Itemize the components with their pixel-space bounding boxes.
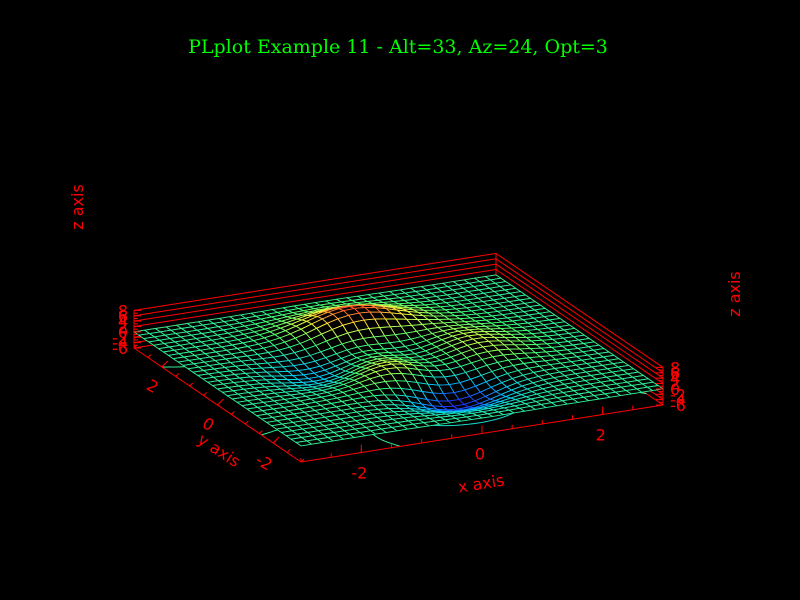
y-minor-tick: [231, 411, 235, 415]
z-tick-label-right: 0: [670, 380, 680, 399]
x-tick-label: 2: [596, 426, 606, 445]
x-tick-label: 0: [475, 445, 485, 464]
y-minor-tick: [217, 401, 221, 406]
z-axis-label-right: z axis: [725, 271, 744, 317]
z-tick-label-right: 2: [670, 375, 680, 394]
y-minor-tick: [175, 373, 180, 377]
z-tick-label-right: 4: [670, 369, 680, 388]
z-tick-label-left: -4: [112, 334, 128, 353]
z-tick-label-left: 0: [118, 323, 128, 342]
z-tick-label-left: -6: [112, 339, 128, 358]
y-minor-tick: [258, 430, 263, 434]
x-tick-label: -2: [351, 464, 367, 483]
y-minor-tick: [147, 354, 152, 358]
side-wall-gridline: [495, 252, 664, 368]
z-tick-label-right: 6: [670, 364, 680, 383]
y-minor-tick: [300, 458, 305, 463]
back-wall-gridline: [133, 258, 497, 317]
z-tick-label-right: -6: [670, 396, 686, 415]
z-tick-label-left: 8: [118, 301, 128, 320]
z-tick-label-left: 2: [118, 318, 128, 337]
z-tick-label-left: -2: [112, 328, 128, 347]
back-wall-gridline: [133, 263, 497, 322]
y-minor-tick: [203, 392, 207, 396]
surface-mesh: [133, 274, 664, 447]
z-axis-label-left: z axis: [68, 184, 87, 230]
z-tick-label-left: 4: [118, 312, 128, 331]
side-wall-gridline: [495, 263, 664, 379]
y-minor-tick: [244, 420, 249, 425]
z-tick-label-left: 6: [118, 307, 128, 326]
axis-box: [133, 309, 664, 463]
surface-cell: [295, 440, 313, 447]
y-minor-tick: [272, 439, 277, 444]
back-wall-gridline: [133, 269, 497, 327]
y-minor-tick: [286, 449, 291, 453]
back-wall-gridline: [133, 252, 497, 311]
side-wall-gridline: [495, 269, 664, 384]
y-minor-tick: [189, 382, 194, 387]
z-tick-label-right: 8: [670, 358, 680, 377]
y-minor-tick: [161, 363, 166, 368]
z-tick-label-right: -4: [670, 391, 686, 410]
side-wall-gridline: [495, 258, 664, 374]
z-tick-label-right: -2: [670, 385, 686, 404]
chart-title: PLplot Example 11 - Alt=33, Az=24, Opt=3: [188, 36, 608, 58]
